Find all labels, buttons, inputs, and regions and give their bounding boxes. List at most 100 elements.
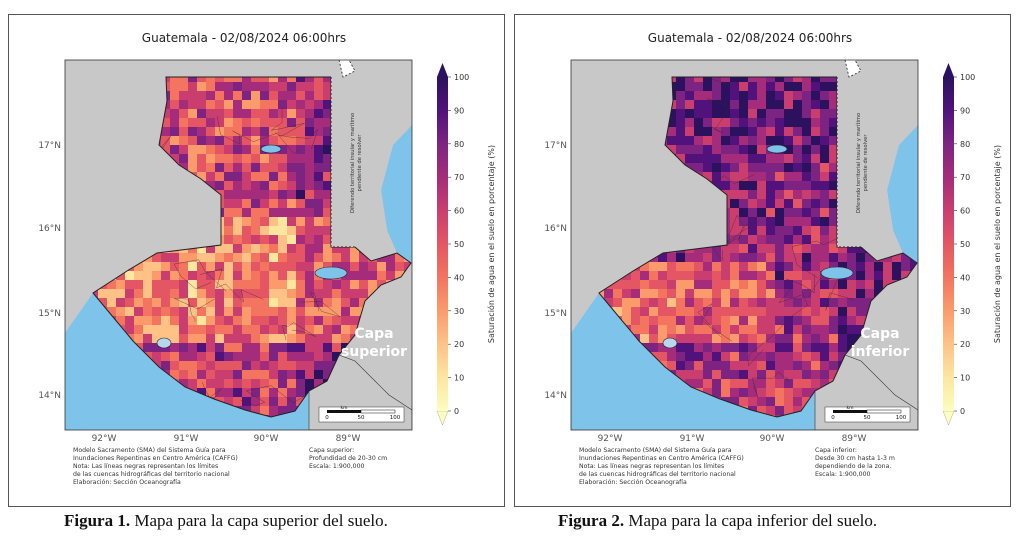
saturation-cell — [730, 379, 740, 389]
saturation-cell — [314, 199, 324, 209]
saturation-cell — [622, 289, 632, 299]
saturation-cell — [775, 82, 785, 92]
saturation-cell — [296, 181, 306, 191]
saturation-cell — [829, 136, 839, 146]
saturation-cell — [793, 181, 803, 191]
saturation-cell — [269, 361, 279, 371]
saturation-cell — [413, 370, 423, 380]
saturation-cell — [793, 388, 803, 398]
saturation-cell — [260, 289, 270, 299]
saturation-cell — [811, 361, 821, 371]
saturation-cell — [703, 262, 713, 272]
saturation-cell — [260, 316, 270, 326]
saturation-cell — [721, 352, 731, 362]
saturation-cell — [413, 244, 423, 254]
saturation-cell — [775, 154, 785, 164]
saturation-cell — [739, 136, 749, 146]
saturation-cell — [676, 370, 686, 380]
saturation-cell — [179, 145, 189, 155]
saturation-cell — [161, 316, 171, 326]
layer-label: superior — [341, 344, 407, 360]
saturation-cell — [793, 172, 803, 182]
lake-izabal — [820, 266, 854, 280]
saturation-cell — [305, 289, 315, 299]
saturation-cell — [269, 280, 279, 290]
saturation-cell — [314, 100, 324, 110]
saturation-cell — [233, 244, 243, 254]
saturation-cell — [829, 316, 839, 326]
saturation-cell — [739, 352, 749, 362]
saturation-cell — [305, 352, 315, 362]
saturation-cell — [215, 370, 225, 380]
saturation-cell — [649, 343, 659, 353]
saturation-cell — [919, 217, 929, 227]
saturation-cell — [802, 316, 812, 326]
colorbar — [943, 77, 954, 411]
saturation-cell — [233, 307, 243, 317]
saturation-cell — [847, 298, 857, 308]
saturation-cell — [197, 77, 207, 83]
saturation-cell — [811, 77, 821, 83]
saturation-cell — [233, 397, 243, 407]
saturation-cell — [287, 361, 297, 371]
saturation-cell — [413, 154, 423, 164]
saturation-cell — [820, 325, 830, 335]
saturation-cell — [323, 217, 333, 227]
saturation-cell — [874, 280, 884, 290]
saturation-cell — [793, 217, 803, 227]
saturation-cell — [856, 325, 866, 335]
saturation-cell — [395, 253, 405, 263]
saturation-cell — [233, 91, 243, 101]
saturation-cell — [829, 181, 839, 191]
saturation-cell — [251, 199, 261, 209]
saturation-cell — [269, 379, 279, 389]
saturation-cell — [242, 298, 252, 308]
saturation-cell — [820, 109, 830, 119]
saturation-cell — [775, 91, 785, 101]
saturation-cell — [242, 100, 252, 110]
saturation-cell — [919, 352, 929, 362]
colorbar-tick-label: 100 — [960, 73, 975, 82]
saturation-cell — [838, 334, 848, 344]
saturation-cell — [919, 190, 929, 200]
soil-saturation-map: Diferendo territorial insular y marítimo… — [38, 59, 496, 444]
saturation-cell — [829, 100, 839, 110]
saturation-cell — [314, 235, 324, 245]
saturation-cell — [170, 289, 180, 299]
country-border — [92, 76, 412, 418]
saturation-cell — [793, 235, 803, 245]
saturation-cell — [847, 289, 857, 299]
saturation-cell — [784, 199, 794, 209]
saturation-cell — [287, 82, 297, 92]
saturation-cell — [766, 163, 776, 173]
saturation-cell — [730, 145, 740, 155]
saturation-cell — [631, 316, 641, 326]
longitude-label: 89°W — [336, 434, 361, 444]
saturation-cell — [296, 118, 306, 128]
saturation-cell — [314, 298, 324, 308]
saturation-cell — [667, 253, 677, 263]
saturation-cell — [206, 361, 216, 371]
saturation-cell — [829, 226, 839, 236]
saturation-cell — [188, 136, 198, 146]
watershed-boundary — [271, 106, 305, 137]
saturation-cell — [251, 262, 261, 272]
saturation-cell — [919, 415, 929, 425]
saturation-cell — [802, 343, 812, 353]
saturation-cell — [93, 289, 99, 299]
saturation-cell — [179, 352, 189, 362]
saturation-cell — [802, 361, 812, 371]
saturation-cell — [739, 334, 749, 344]
saturation-cell — [179, 253, 189, 263]
saturation-cell — [350, 253, 360, 263]
saturation-cell — [604, 289, 614, 299]
saturation-cell — [170, 100, 180, 110]
saturation-cell — [206, 289, 216, 299]
colorbar-tick-label: 30 — [454, 307, 464, 316]
saturation-cell — [188, 100, 198, 110]
dispute-note: Diferendo territorial insular y marítimo… — [855, 113, 869, 213]
saturation-cell — [775, 77, 785, 83]
saturation-cell — [919, 271, 929, 281]
saturation-cell — [188, 352, 198, 362]
saturation-cell — [739, 397, 749, 407]
